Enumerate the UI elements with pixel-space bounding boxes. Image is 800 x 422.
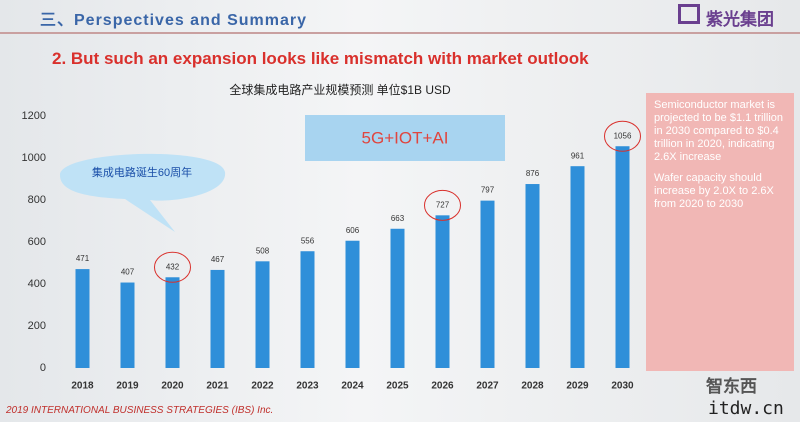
- y-tick-label: 1200: [22, 110, 46, 122]
- data-label: 471: [76, 254, 90, 263]
- subtitle: 2. But such an expansion looks like mism…: [52, 49, 589, 68]
- y-tick-label: 0: [40, 362, 46, 374]
- data-label: 508: [256, 246, 270, 255]
- watermark: itdw.cn: [708, 398, 784, 419]
- x-tick-label: 2023: [296, 381, 319, 392]
- x-tick-label: 2018: [71, 381, 94, 392]
- bar: [165, 277, 180, 368]
- data-label: 1056: [614, 131, 632, 140]
- highlight-circle: [424, 189, 461, 221]
- data-label: 467: [211, 255, 225, 264]
- bar: [435, 215, 450, 368]
- bar: [345, 240, 360, 368]
- data-label: 876: [526, 169, 540, 178]
- side-note: Semiconductor market is projected to be …: [654, 99, 784, 163]
- side-note: Wafer capacity should increase by 2.0X t…: [654, 172, 774, 210]
- y-tick-label: 400: [28, 278, 46, 290]
- bar: [390, 228, 405, 368]
- annotation: 5G+IOT+AI: [362, 128, 449, 147]
- chart-title: 全球集成电路产业规模预测 单位$1B USD: [229, 82, 451, 97]
- bar: [210, 269, 225, 368]
- bar: [525, 184, 540, 368]
- data-label: 663: [391, 214, 405, 223]
- logo-text: 紫光集团: [706, 10, 774, 29]
- highlight-circle: [604, 120, 641, 152]
- bar: [300, 251, 315, 368]
- x-tick-label: 2021: [206, 381, 229, 392]
- bar: [255, 261, 270, 368]
- highlight-circle: [154, 251, 191, 283]
- x-tick-label: 2022: [251, 381, 274, 392]
- data-label: 727: [436, 200, 450, 209]
- x-tick-label: 2024: [341, 381, 364, 392]
- x-tick-label: 2030: [611, 381, 634, 392]
- header-rule: [0, 32, 800, 34]
- x-tick-label: 2026: [431, 381, 454, 392]
- bar: [75, 269, 90, 368]
- annotation-box: [305, 115, 505, 161]
- y-tick-label: 1000: [22, 152, 46, 164]
- bar: [615, 146, 630, 368]
- data-label: 407: [121, 268, 135, 277]
- watermark: 智东西: [706, 377, 757, 396]
- data-label: 606: [346, 226, 360, 235]
- speech-bubble: [60, 153, 226, 232]
- y-tick-label: 600: [28, 236, 46, 248]
- bar: [480, 200, 495, 368]
- annotation: 集成电路诞生60周年: [92, 165, 192, 179]
- data-label: 432: [166, 262, 180, 271]
- x-tick-label: 2025: [386, 381, 409, 392]
- data-label: 797: [481, 186, 495, 195]
- side-note-box: Semiconductor market is projected to be …: [646, 93, 794, 371]
- x-tick-label: 2028: [521, 381, 544, 392]
- y-tick-label: 200: [28, 320, 46, 332]
- bar: [120, 282, 135, 368]
- data-label: 556: [301, 236, 315, 245]
- x-tick-label: 2019: [116, 381, 139, 392]
- header-title: 三、Perspectives and Summary: [40, 12, 307, 29]
- logo-icon: [678, 4, 700, 24]
- x-tick-label: 2027: [476, 381, 499, 392]
- data-label: 961: [571, 151, 585, 160]
- y-tick-label: 800: [28, 194, 46, 206]
- x-tick-label: 2029: [566, 381, 589, 392]
- x-tick-label: 2020: [161, 381, 184, 392]
- bar: [570, 166, 585, 368]
- footer: 2019 INTERNATIONAL BUSINESS STRATEGIES (…: [6, 405, 274, 416]
